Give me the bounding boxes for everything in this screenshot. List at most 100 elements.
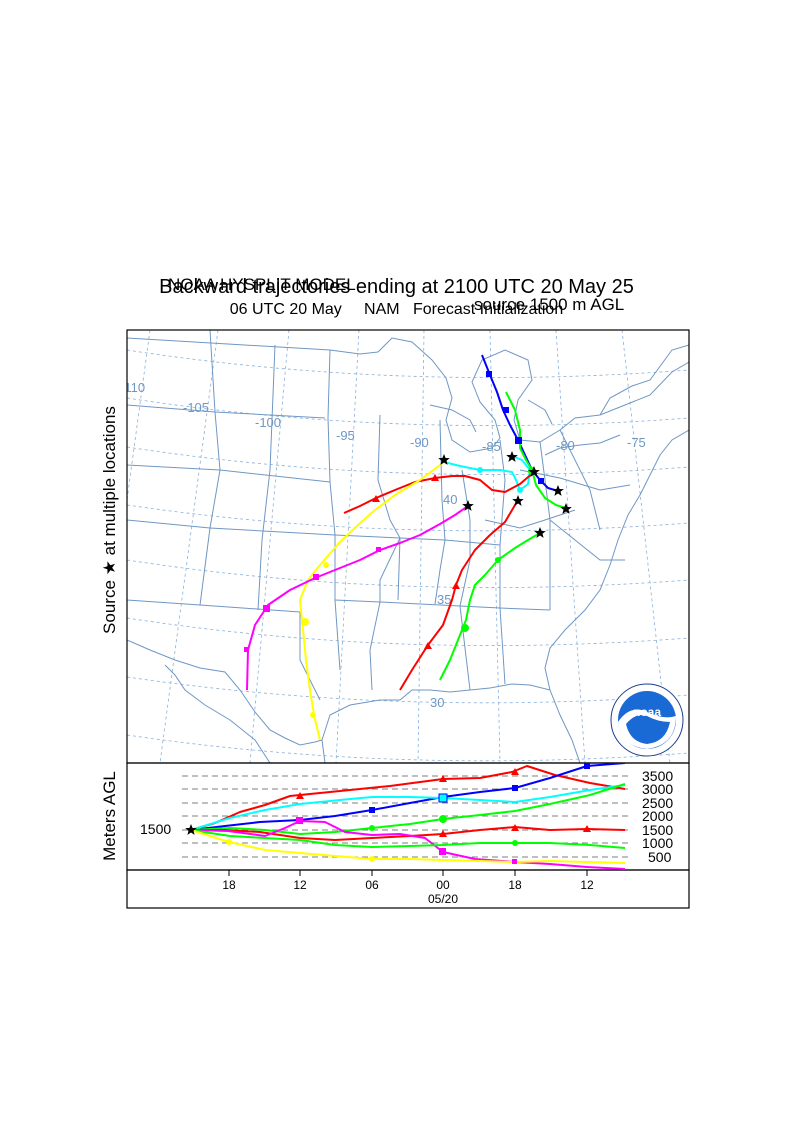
source-star	[560, 503, 572, 514]
y-tick-1500: 1500	[642, 822, 673, 838]
height-marker-blue	[584, 763, 590, 769]
trajectory-green-1	[505, 391, 567, 509]
height-marker-blue	[369, 807, 375, 813]
marker-magenta	[376, 547, 381, 552]
lon-label-95: -95	[336, 428, 355, 443]
header-subtitle: Backward trajectories ending at 2100 UTC…	[159, 276, 634, 298]
x-tick-0: 18	[222, 878, 236, 892]
trajectories	[246, 354, 567, 741]
height-marker-green	[512, 840, 518, 846]
height-marker-cyan	[438, 793, 448, 803]
height-marker-yellow	[369, 856, 375, 862]
y-tick-2000: 2000	[642, 808, 673, 824]
height-marker-magenta	[439, 848, 446, 855]
height-marker-red	[296, 792, 304, 799]
marker-red	[431, 474, 439, 481]
marker-red	[372, 495, 380, 502]
header-line-1: NOAA HYSPLIT MODEL source 1500 m AGL	[0, 255, 793, 315]
trajectory-red-1	[343, 471, 535, 514]
x-tick-1: 12	[293, 878, 307, 892]
marker-cyan	[477, 467, 483, 473]
height-marker-red	[439, 830, 447, 837]
lon-label-100: -100	[255, 415, 281, 430]
marker-yellow	[310, 712, 316, 718]
time-ticks	[228, 870, 588, 876]
side-label-suffix: at multiple locations	[100, 406, 119, 555]
trajectory-cyan	[443, 455, 531, 491]
height-line-magenta	[190, 820, 626, 870]
map-panel: -110 -105 -100 -95 -90 -85 -80 -75 40 35…	[127, 330, 689, 763]
init-time: 06 UTC 20 May	[229, 301, 342, 318]
height-line-red-1	[190, 765, 626, 831]
height-ylabel: Meters AGL	[100, 771, 119, 861]
height-marker-green	[369, 825, 375, 831]
height-line-green-2	[190, 829, 626, 849]
height-start-star	[185, 824, 197, 835]
noaa-logo: noaa	[610, 683, 684, 757]
x-tick-2: 06	[365, 878, 379, 892]
marker-magenta	[263, 605, 270, 612]
y-tick-1000: 1000	[642, 835, 673, 851]
height-marker-green	[439, 815, 447, 823]
lat-label-40: 40	[443, 492, 457, 507]
lon-label-80: -80	[556, 438, 575, 453]
height-line-green-1	[190, 783, 626, 835]
lat-label-30: 30	[430, 695, 444, 710]
side-label: Source ★ at multiple locations	[100, 406, 119, 634]
height-line-cyan	[190, 784, 626, 831]
height-panel-frame	[126, 762, 690, 871]
marker-red	[452, 582, 460, 589]
height-marker-yellow	[226, 839, 232, 845]
height-marker-magenta	[512, 859, 517, 864]
y-tick-3500: 3500	[642, 768, 673, 784]
model-name: NOAA HYSPLIT MODEL	[168, 275, 356, 294]
marker-magenta	[244, 647, 249, 652]
lon-label-85: -85	[482, 439, 501, 454]
marker-blue	[503, 407, 509, 413]
lat-lon-grid	[127, 330, 689, 763]
time-labels: 18 12 06 00 18 12 05/20	[222, 878, 594, 906]
x-tick-5: 12	[580, 878, 594, 892]
height-marker-red	[511, 824, 519, 831]
map-frame	[126, 329, 690, 764]
y-tick-500: 500	[648, 849, 672, 865]
height-gridlines	[182, 775, 628, 858]
lon-label-90: -90	[410, 435, 429, 450]
lon-label-105: -105	[183, 400, 209, 415]
x-tick-3: 00	[436, 878, 450, 892]
boundaries	[127, 330, 689, 763]
y-tick-2500: 2500	[642, 795, 673, 811]
marker-cyan	[517, 487, 523, 493]
height-markers	[185, 763, 591, 864]
trajectory-green-2	[439, 532, 541, 681]
marker-blue	[486, 371, 492, 377]
height-line-yellow	[190, 829, 626, 864]
source-star	[552, 485, 564, 496]
height-line-blue	[190, 763, 626, 831]
met-data: NAM	[364, 301, 400, 318]
lat-label-35: 35	[437, 592, 451, 607]
height-marker-red	[439, 775, 447, 782]
marker-blue	[538, 478, 544, 484]
header-line-3: 06 UTC 20 May NAM Forecast Initializatio…	[0, 301, 793, 319]
noaa-logo-text: noaa	[633, 705, 661, 719]
marker-green	[495, 557, 501, 563]
trajectory-yellow	[299, 461, 445, 741]
marker-yellow	[301, 618, 309, 626]
marker-green	[461, 624, 469, 632]
source-height: source 1500 m AGL	[474, 295, 625, 314]
date-label: 05/20	[428, 892, 458, 906]
trajectory-magenta	[246, 505, 469, 691]
source-star	[512, 495, 524, 506]
height-marker-red	[511, 768, 519, 775]
y-tick-3000: 3000	[642, 781, 673, 797]
side-label-prefix: Source	[100, 580, 119, 634]
height-marker-magenta	[296, 817, 303, 824]
grid-labels: -110 -105 -100 -95 -90 -85 -80 -75 40 35…	[127, 380, 646, 710]
marker-blue	[515, 437, 522, 444]
marker-yellow	[323, 562, 329, 568]
lon-label-75: -75	[627, 435, 646, 450]
height-marker-blue	[512, 785, 518, 791]
time-axis-frame	[126, 869, 690, 909]
